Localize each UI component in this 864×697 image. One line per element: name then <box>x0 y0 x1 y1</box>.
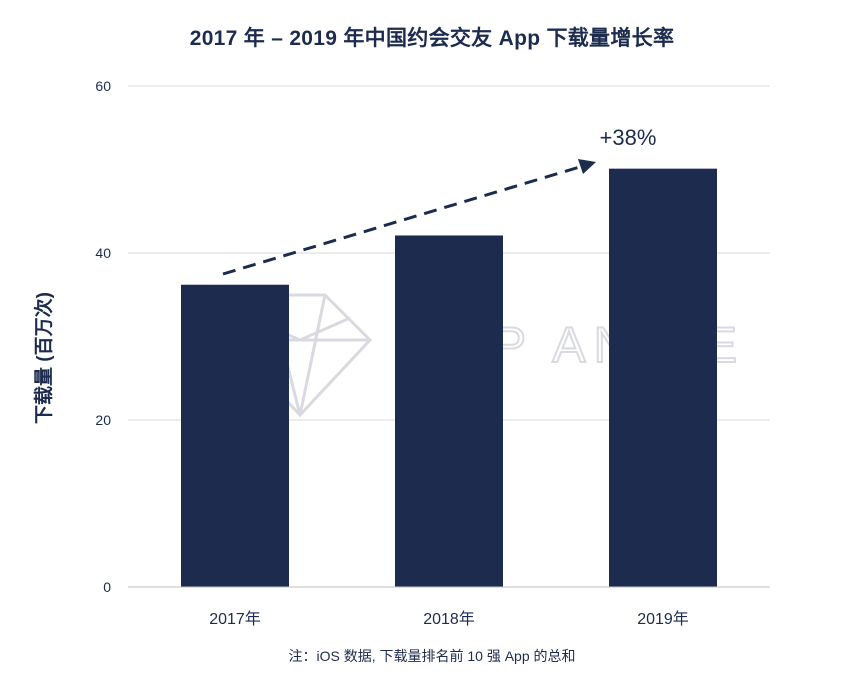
trend-arrow <box>222 159 596 276</box>
bar-3 <box>609 168 717 588</box>
arrow-head-icon <box>578 159 596 174</box>
footnote: 注：iOS 数据, 下载量排名前 10 强 App 的总和 <box>288 648 576 664</box>
x-tick-label: 2018年 <box>423 610 475 628</box>
y-tick-label: 20 <box>95 412 111 428</box>
y-tick-labels: 0 20 40 60 <box>95 78 111 595</box>
growth-annotation: +38% <box>600 125 657 150</box>
x-tick-label: 2017年 <box>209 610 261 628</box>
bar-2 <box>395 235 503 587</box>
x-tick-label: 2019年 <box>637 610 689 628</box>
y-axis-label: 下载量 (百万次) <box>32 292 55 424</box>
x-tick-labels: 2017年 2018年 2019年 <box>209 610 689 628</box>
y-tick-label: 40 <box>95 245 111 261</box>
y-tick-label: 0 <box>103 579 111 595</box>
bar-1 <box>181 284 289 587</box>
y-tick-label: 60 <box>95 78 111 94</box>
chart-title: 2017 年 – 2019 年中国约会交友 App 下载量增长率 <box>189 27 675 50</box>
bars <box>181 168 717 588</box>
